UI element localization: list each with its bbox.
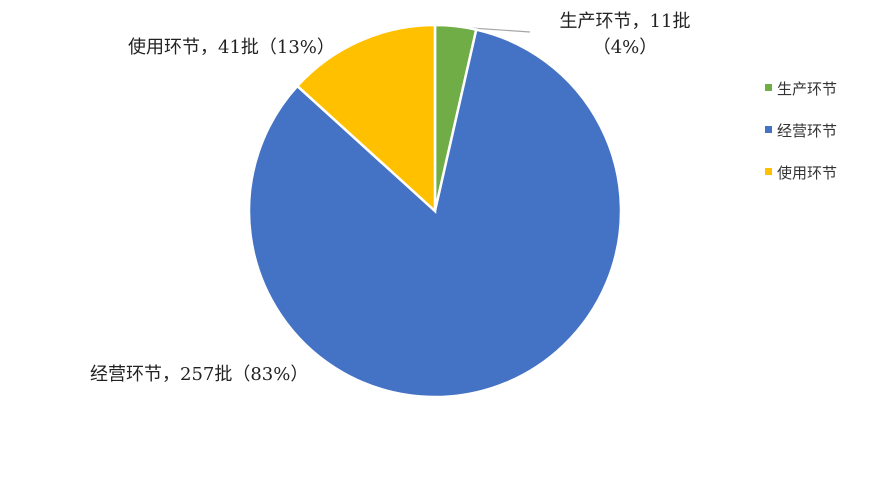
legend-label: 生产环节 (777, 80, 838, 98)
data-label: 生产环节，11批（4%） (559, 11, 691, 58)
legend-label: 经营环节 (777, 122, 838, 140)
data-label: 使用环节，41批（13%） (128, 37, 335, 58)
legend-label: 使用环节 (777, 164, 838, 182)
data-label: 经营环节，257批（83%） (90, 364, 309, 385)
pie-slice (295, 23, 437, 214)
legend-swatch (765, 126, 772, 133)
pie-slice (247, 28, 623, 399)
legend-swatch (765, 168, 772, 175)
legend-swatch (765, 84, 772, 91)
